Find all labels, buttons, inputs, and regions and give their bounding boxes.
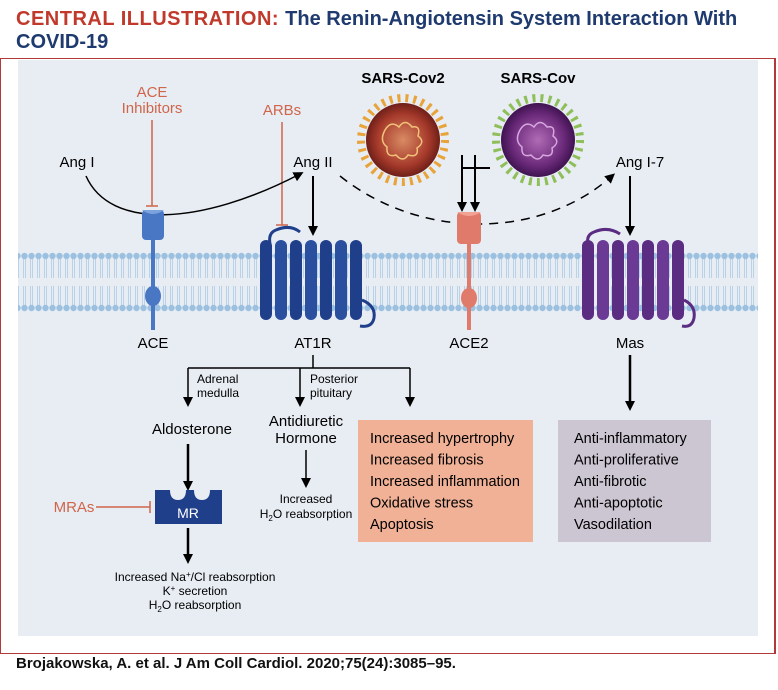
at1r-receptor-icon [260,225,376,328]
adh-label-1: Antidiuretic [269,413,344,430]
mras-label: MRAs [54,499,95,516]
citation: Brojakowska, A. et al. J Am Coll Cardiol… [16,655,456,672]
sars-cov2-label: SARS-Cov2 [361,70,444,87]
sars-cov2-virus-icon [357,94,449,186]
mas-receptor-icon [582,227,696,328]
effect-item: Apoptosis [370,517,434,533]
effect-item: Anti-proliferative [574,453,679,469]
ace-inhibitors-label-2: Inhibitors [122,100,183,117]
header-title-line2: COVID-19 [16,31,109,53]
ang2-label: Ang II [293,154,332,171]
at1r-effects-box [358,420,533,542]
ang1-label: Ang I [59,154,94,171]
adh-label-2: Hormone [275,430,337,447]
effect-item: Increased hypertrophy [370,431,515,447]
ang1-to-ang2-arrow [85,172,304,216]
at1r-effects-list: Increased hypertrophy Increased fibrosis I… [370,431,520,533]
adrenal-label-2: medulla [197,386,239,400]
ace-inhibitors-label-1: ACE [137,84,168,101]
header-title-line1: The Renin-Angiotensin System Interaction… [285,8,738,30]
effect-item: Increased inflammation [370,474,520,490]
illustration-frame [0,58,776,654]
arbs-label: ARBs [263,102,301,119]
effect-item: Anti-fibrotic [574,474,647,490]
h2o-label-2: H2O reabsorption [260,507,353,523]
mr-output-line2: K+ secretion [163,584,228,598]
mas-effects-box [558,420,711,542]
ace2-label: ACE2 [449,335,488,352]
header: CENTRAL ILLUSTRATION: The Renin-Angioten… [0,0,778,56]
effect-item: Oxidative stress [370,496,473,512]
adrenal-label-1: Adrenal [197,372,238,386]
mr-label: MR [177,505,199,521]
h2o-label-1: Increased [280,492,333,506]
aldosterone-label: Aldosterone [152,421,232,438]
header-prefix: CENTRAL ILLUSTRATION: [16,8,280,30]
mas-effects-list: Anti-inflammatory Anti-proliferative Anti-… [574,431,688,533]
at1r-label: AT1R [294,335,331,352]
ang17-label: Ang I-7 [616,154,664,171]
effect-item: Vasodilation [574,517,652,533]
ace-label: ACE [138,335,169,352]
posterior-label-2: pituitary [310,386,352,400]
mas-label: Mas [616,335,644,352]
effect-item: Anti-apoptotic [574,496,663,512]
sars-cov-label: SARS-Cov [500,70,576,87]
mr-output-line3: H2O reabsorption [149,598,242,614]
mr-receptor-icon [155,490,222,524]
ace2-receptor-icon [457,212,481,330]
effect-item: Anti-inflammatory [574,431,688,447]
ace-receptor-icon [142,210,164,330]
sars-cov-virus-icon [492,94,584,186]
posterior-label-1: Posterior [310,372,358,386]
effect-item: Increased fibrosis [370,453,484,469]
mr-output-line1: Increased Na+/Cl reabsorption [115,570,276,584]
